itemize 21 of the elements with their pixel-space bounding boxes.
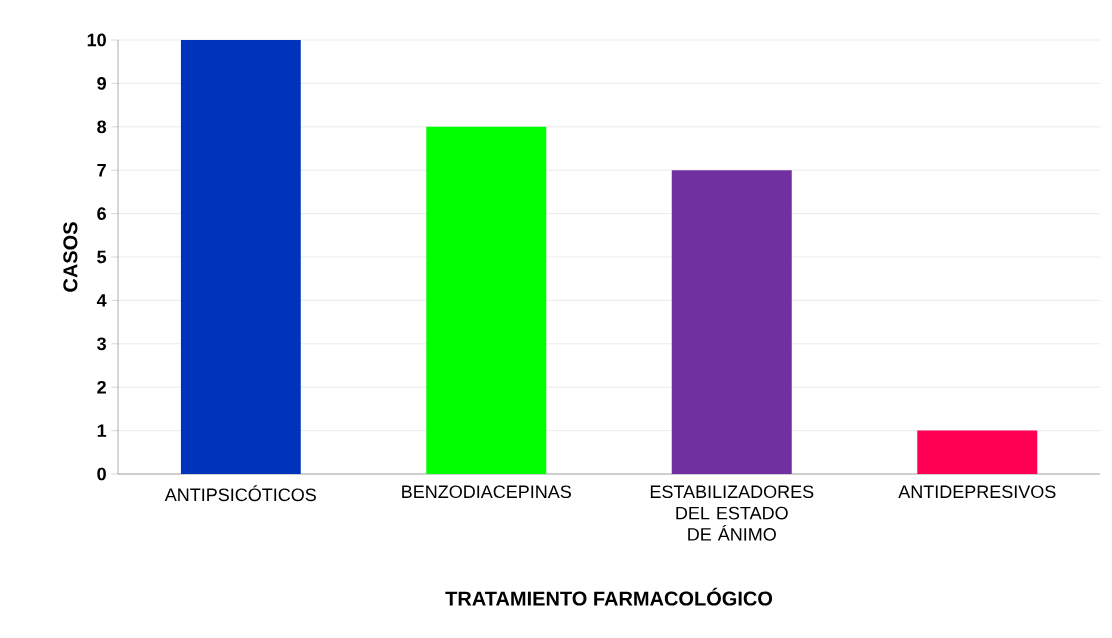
x-axis-title: TRATAMIENTO FARMACOLÓGICO [445,587,773,606]
x-tick-label: ANTIPSICÓTICOS [164,485,316,502]
y-axis-title: CASOS [63,222,78,292]
bar [917,430,1038,474]
x-tick-label: BENZODIACEPINAS [402,485,571,499]
y-tick-label: 4 [96,294,107,307]
y-tick-label: 10 [87,33,106,47]
y-tick-label: 3 [97,337,106,351]
y-tick-label: 0 [97,467,106,481]
y-tick-label: 7 [97,164,106,177]
bar [426,126,547,474]
y-tick-label: 9 [97,77,106,90]
y-tick-label: 8 [97,120,107,134]
bar [180,39,301,474]
y-tick-label: 1 [97,424,107,437]
y-tick-label: 2 [97,380,106,394]
x-tick-label: ANTIDEPRESIVOS [898,485,1056,499]
y-tick-label: 6 [97,207,106,220]
x-tick-label: ESTABILIZADORES DEL ESTADO DE ÁNIMO [650,485,814,541]
bar [671,170,792,474]
y-tick-label: 5 [97,250,107,264]
